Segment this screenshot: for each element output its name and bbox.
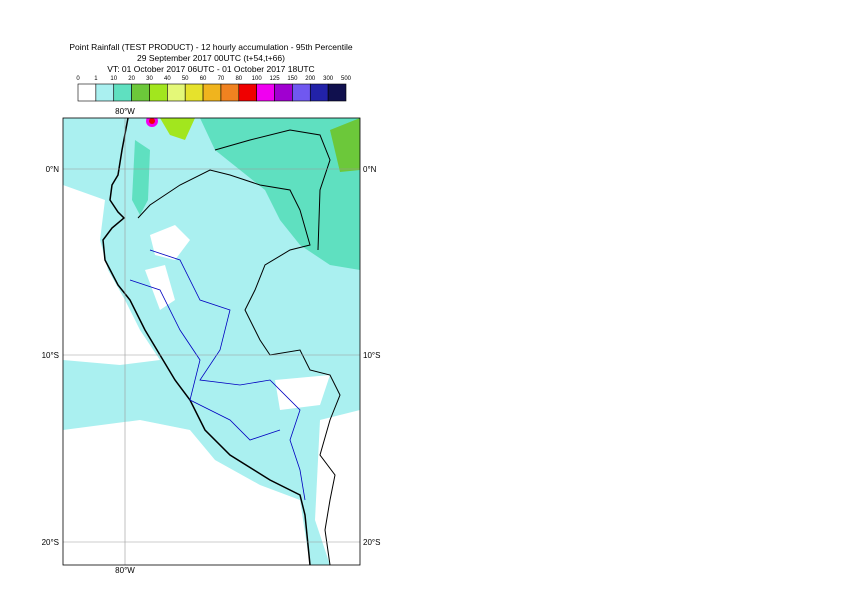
colorbar-box (167, 83, 186, 102)
base-time: 29 September 2017 00UTC (t+54,t+66) (137, 53, 285, 63)
colorbar-box (202, 83, 222, 102)
colorbar-label: 1 (94, 76, 98, 82)
map (63, 118, 360, 565)
colorbar-label: 20 (128, 76, 135, 82)
lon-label: 80°W (115, 566, 135, 575)
colorbar-box (184, 83, 204, 102)
colorbar-box (95, 83, 115, 102)
colorbar-label: 80 (235, 76, 242, 82)
lon-label: 80°W (115, 107, 135, 116)
colorbar: 0 1 10 20 30 40 50 60 70 80 100 125 150 200 300 500 (76, 76, 352, 102)
valid-time: VT: 01 October 2017 06UTC - 01 October 2… (107, 64, 314, 74)
lat-label: 10°S (363, 351, 380, 360)
colorbar-label: 10 (110, 76, 117, 82)
lat-label: 10°S (42, 351, 59, 360)
lat-label: 20°S (363, 538, 380, 547)
colorbar-label: 150 (287, 76, 298, 82)
colorbar-box (256, 83, 275, 102)
colorbar-box (238, 83, 257, 102)
title: Point Rainfall (TEST PRODUCT) - 12 hourl… (69, 42, 353, 52)
colorbar-label: 0 (76, 76, 80, 82)
colorbar-label: 50 (182, 76, 189, 82)
colorbar-box (220, 83, 240, 102)
colorbar-label: 40 (164, 76, 171, 82)
lat-label: 0°N (363, 165, 377, 174)
colorbar-label: 125 (270, 76, 281, 82)
colorbar-box (77, 83, 97, 102)
lat-label: 0°N (46, 165, 60, 174)
colorbar-label: 200 (305, 76, 316, 82)
colorbar-label: 30 (146, 76, 153, 82)
colorbar-label: 500 (341, 76, 352, 82)
colorbar-label: 300 (323, 76, 334, 82)
colorbar-label: 100 (252, 76, 263, 82)
colorbar-box (327, 83, 347, 102)
colorbar-label: 60 (200, 76, 207, 82)
colorbar-box (113, 83, 132, 102)
lat-label: 20°S (42, 538, 59, 547)
colorbar-label: 70 (218, 76, 225, 82)
colorbar-box (309, 83, 329, 102)
map-frame (62, 117, 361, 566)
colorbar-box (274, 83, 293, 102)
colorbar-box (149, 83, 168, 102)
colorbar-box (131, 83, 150, 102)
colorbar-box (292, 83, 311, 102)
